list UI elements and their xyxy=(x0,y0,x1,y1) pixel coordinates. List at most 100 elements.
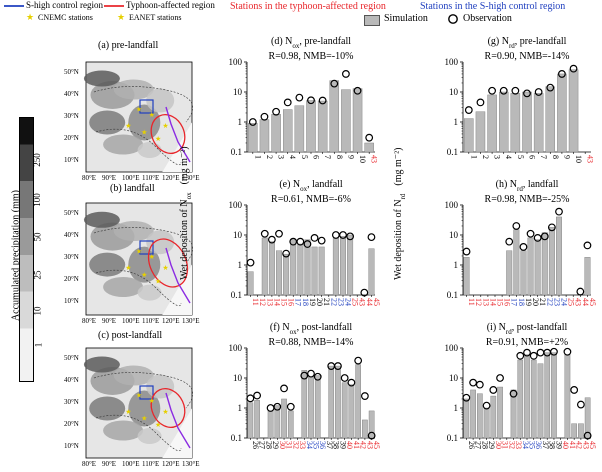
x-tick-label: 31 xyxy=(501,441,510,449)
country-boundary xyxy=(93,227,193,264)
x-tick-label: 22 xyxy=(545,298,554,306)
obs-point xyxy=(499,86,508,95)
obs-point xyxy=(334,362,342,370)
obs-point xyxy=(462,393,471,402)
sim-bar xyxy=(254,400,260,439)
terrain-shade xyxy=(113,365,154,386)
y-tick-label: 0.1 xyxy=(447,433,458,443)
x-tick-label: 41 xyxy=(352,441,361,449)
x-tick-label: 16 xyxy=(287,298,296,306)
sim-bar xyxy=(332,237,339,296)
lon-label: 130°E xyxy=(182,317,200,325)
chart-title: (f) Nox, post-landfall xyxy=(270,322,352,336)
sim-bar xyxy=(463,257,470,296)
obs-point xyxy=(253,391,262,400)
x-tick-label: 3 xyxy=(277,155,286,159)
y-tick-label: 0.1 xyxy=(231,147,242,157)
obs-point xyxy=(511,86,520,95)
chart-title: (d) Nox, pre-landfall xyxy=(271,36,351,50)
x-tick-label: 6 xyxy=(312,155,321,159)
obs-point xyxy=(482,401,491,410)
country-boundary xyxy=(95,414,182,452)
sim-bar xyxy=(524,354,530,439)
obs-point xyxy=(272,107,280,116)
x-tick-label: 5 xyxy=(516,155,525,159)
obs-point xyxy=(555,207,563,216)
lat-label: 20°N xyxy=(64,134,79,142)
obs-point xyxy=(246,258,255,267)
sim-bar xyxy=(470,389,476,439)
x-tick-label: 43 xyxy=(586,155,595,163)
sim-bar xyxy=(247,271,254,296)
sim-bar xyxy=(281,398,287,439)
sim-bar xyxy=(290,239,297,296)
obs-point xyxy=(307,96,315,105)
sim-bar xyxy=(261,237,268,296)
country-boundary xyxy=(95,128,182,166)
obs-point xyxy=(296,237,305,246)
sim-bar xyxy=(287,410,294,439)
sim-bar xyxy=(304,239,311,296)
obs-point xyxy=(367,233,376,242)
obs-point xyxy=(283,98,292,107)
sim-bar xyxy=(276,250,282,296)
x-tick-label: 9 xyxy=(562,155,571,159)
y-tick-label: 100 xyxy=(229,57,243,67)
x-tick-label: 15 xyxy=(496,298,505,306)
station-star-icon: ★ xyxy=(155,278,161,286)
sim-bar xyxy=(259,119,270,153)
terrain-shade xyxy=(137,142,162,158)
x-tick-label: 24 xyxy=(344,298,353,306)
y-tick-label: 0.1 xyxy=(231,433,242,443)
x-tick-label: 17 xyxy=(294,298,303,306)
terrain-shade xyxy=(83,356,120,373)
x-tick-label: 38 xyxy=(548,441,557,449)
x-tick-label: 34 xyxy=(305,441,314,449)
sim-bar xyxy=(463,398,470,439)
sim-bar xyxy=(522,91,532,153)
y-tick-label: 1 xyxy=(454,403,459,413)
map-title-b: (b) landfall xyxy=(110,183,155,194)
obs-point xyxy=(300,371,309,380)
sim-bar xyxy=(248,123,258,153)
x-tick-label: 39 xyxy=(338,441,347,449)
lat-label: 40°N xyxy=(64,90,79,98)
sim-bar xyxy=(534,239,541,296)
station-star-icon: ★ xyxy=(149,253,155,261)
country-boundary xyxy=(93,372,193,409)
x-tick-label: 25 xyxy=(351,298,360,306)
x-tick-label: 44 xyxy=(581,298,590,306)
lat-label: 50°N xyxy=(64,68,79,76)
x-tick-label: 16 xyxy=(503,298,512,306)
terrain-shade xyxy=(103,277,144,297)
lat-label: 50°N xyxy=(64,209,79,217)
terrain-shade xyxy=(89,110,126,135)
lon-label: 90°E xyxy=(102,460,117,468)
terrain-shade xyxy=(89,252,126,277)
station-star-icon: ★ xyxy=(149,397,155,405)
sim-bar xyxy=(314,375,321,439)
obs-point xyxy=(307,369,315,378)
sim-bar xyxy=(362,419,368,439)
sim-bar xyxy=(568,69,579,153)
y-tick-label: 100 xyxy=(445,343,459,353)
sim-bar xyxy=(341,382,348,439)
sim-bar xyxy=(483,407,490,439)
sim-bar xyxy=(247,402,254,439)
x-tick-label: 43 xyxy=(358,298,367,306)
sim-bar xyxy=(340,236,346,296)
y-tick-label: 100 xyxy=(229,343,243,353)
lon-label: 120°E xyxy=(162,460,180,468)
y-tick-label: 0.1 xyxy=(447,290,458,300)
chart-title: (e) Nox, landfall xyxy=(279,179,343,193)
station-star-icon: ★ xyxy=(141,271,147,279)
terrain-shade xyxy=(113,221,154,241)
x-tick-label: 20 xyxy=(315,298,324,306)
x-tick-label: 10 xyxy=(358,155,367,163)
obs-point xyxy=(516,351,525,360)
sim-bar xyxy=(347,234,354,296)
obs-point xyxy=(286,402,295,411)
x-tick-label: 5 xyxy=(300,155,309,159)
sim-bar xyxy=(352,88,363,153)
sim-bar xyxy=(527,237,534,296)
